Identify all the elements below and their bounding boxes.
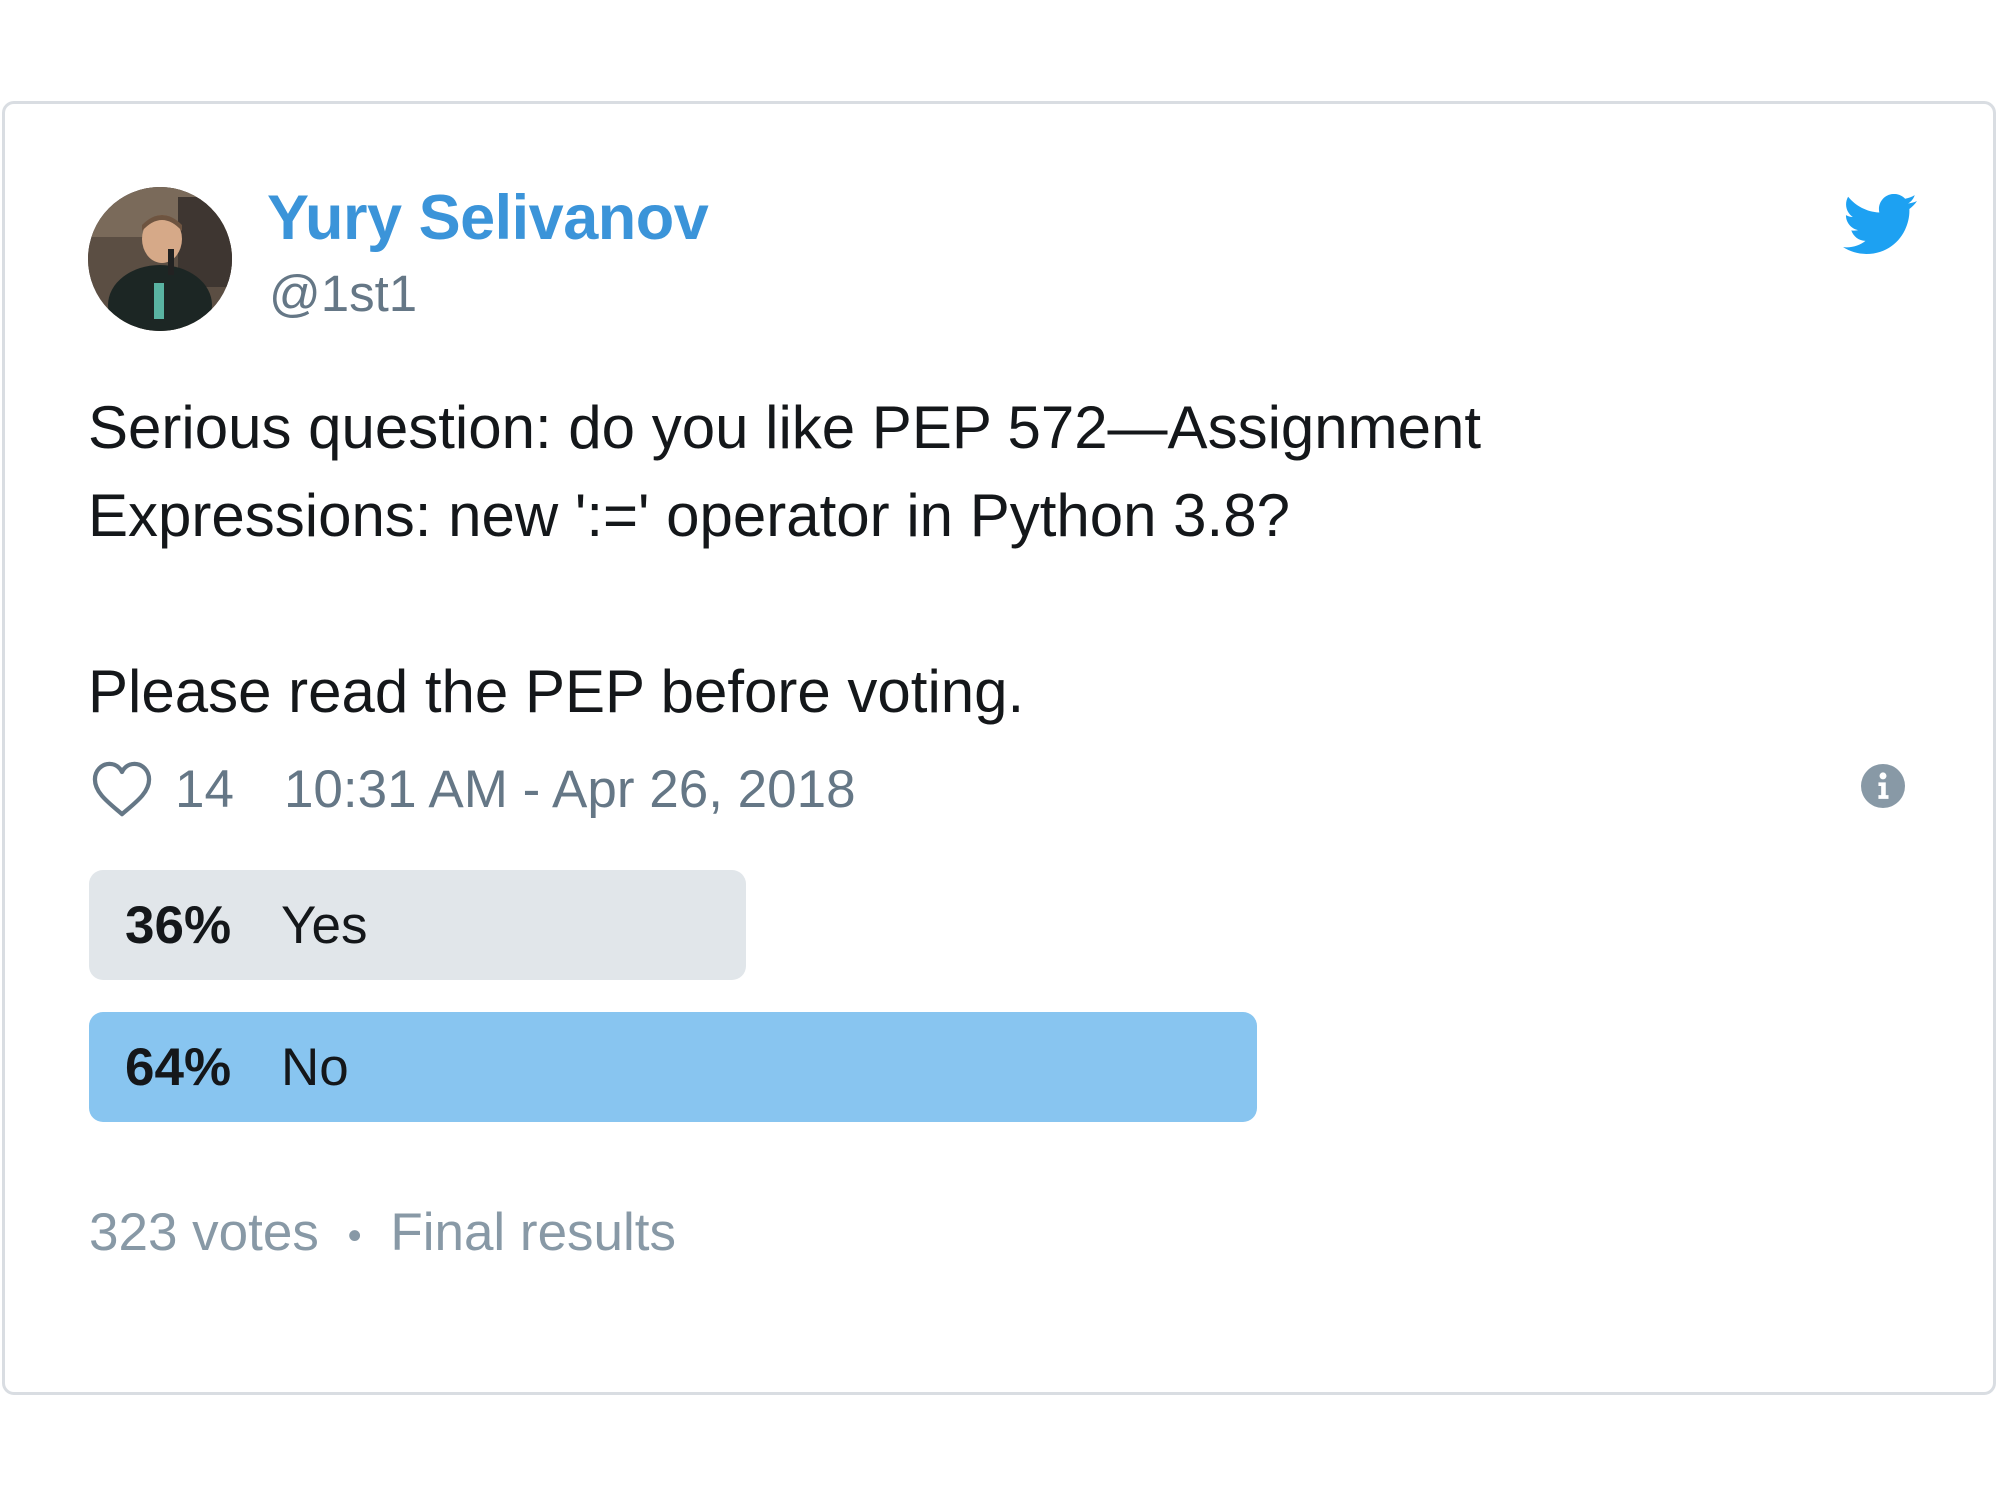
- separator-dot: •: [347, 1213, 362, 1258]
- avatar[interactable]: [88, 187, 232, 331]
- poll-option-label: Yes: [281, 895, 368, 955]
- poll-option-percent: 64%: [125, 1037, 232, 1097]
- tweet-card: Yury Selivanov @1st1 Serious question: d…: [2, 101, 1996, 1395]
- tweet-text-line: Expressions: new ':=' operator in Python…: [88, 482, 1290, 549]
- tweet-text-line: Serious question: do you like PEP 572—As…: [88, 394, 1482, 461]
- poll-option-no: 64% No: [89, 1012, 1257, 1122]
- poll-option-percent: 36%: [125, 895, 232, 955]
- tweet-text-line: Please read the PEP before voting.: [88, 658, 1025, 725]
- timestamp[interactable]: 10:31 AM - Apr 26, 2018: [283, 759, 856, 819]
- heart-icon[interactable]: [91, 760, 153, 818]
- info-icon[interactable]: [1861, 764, 1905, 808]
- author-handle[interactable]: @1st1: [269, 265, 418, 322]
- poll-footer: 323 votes • Final results: [89, 1202, 676, 1263]
- poll-option-yes: 36% Yes: [89, 870, 746, 980]
- vote-count: 323 votes: [89, 1203, 319, 1262]
- tweet-text: Serious question: do you like PEP 572—As…: [88, 384, 1788, 736]
- poll-option-label: No: [281, 1037, 349, 1097]
- like-count: 14: [175, 759, 234, 819]
- tweet-meta: 14 10:31 AM - Apr 26, 2018: [91, 754, 856, 824]
- author-name[interactable]: Yury Selivanov: [267, 183, 709, 253]
- twitter-bird-icon[interactable]: [1843, 194, 1917, 254]
- poll-status: Final results: [390, 1203, 677, 1262]
